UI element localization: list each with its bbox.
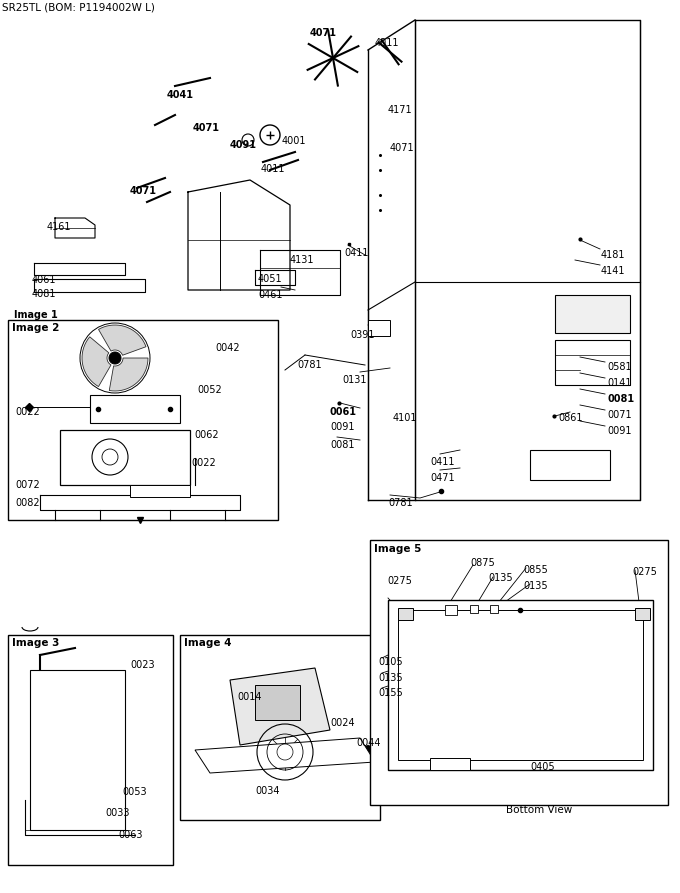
Text: 0022: 0022 — [15, 407, 39, 417]
Text: 0014: 0014 — [237, 692, 262, 702]
Text: 0091: 0091 — [330, 422, 354, 432]
Bar — [90, 395, 180, 423]
Bar — [430, 758, 470, 770]
Bar — [635, 608, 650, 620]
Text: 0411: 0411 — [430, 457, 454, 467]
Text: 0063: 0063 — [118, 830, 143, 840]
Text: 0081: 0081 — [330, 440, 354, 450]
Text: 0105: 0105 — [378, 657, 403, 667]
Text: 0275: 0275 — [387, 576, 412, 586]
Text: 4041: 4041 — [167, 90, 194, 100]
Bar — [255, 685, 300, 720]
Text: 4001: 4001 — [282, 136, 307, 146]
Bar — [30, 670, 125, 830]
Bar — [388, 600, 653, 770]
Text: Image 1: Image 1 — [14, 310, 58, 320]
Text: 0135: 0135 — [488, 573, 513, 583]
Text: 0781: 0781 — [388, 498, 413, 508]
Text: 4051: 4051 — [258, 274, 283, 284]
Text: 4171: 4171 — [388, 105, 413, 115]
Polygon shape — [109, 358, 148, 391]
Bar — [490, 605, 498, 613]
Circle shape — [109, 352, 121, 364]
Text: 4141: 4141 — [601, 266, 626, 276]
Bar — [530, 450, 610, 480]
Bar — [60, 430, 190, 485]
Bar — [555, 295, 630, 333]
Bar — [470, 605, 478, 613]
Text: 0053: 0053 — [122, 787, 147, 797]
Text: Image 5: Image 5 — [374, 544, 422, 554]
Text: 0071: 0071 — [607, 410, 632, 420]
Text: 4081: 4081 — [32, 289, 56, 299]
Polygon shape — [99, 325, 146, 355]
Text: SR25TL (BOM: P1194002W L): SR25TL (BOM: P1194002W L) — [2, 2, 155, 12]
Text: 0072: 0072 — [15, 480, 39, 490]
Text: 0141: 0141 — [607, 378, 632, 388]
Text: 0061: 0061 — [330, 407, 357, 417]
Text: 0033: 0033 — [105, 808, 129, 818]
Text: Image 2: Image 2 — [12, 323, 59, 333]
Text: 0052: 0052 — [197, 385, 222, 395]
Text: 4061: 4061 — [32, 275, 56, 285]
Bar — [8, 320, 278, 520]
Bar — [398, 608, 413, 620]
Text: 0023: 0023 — [130, 660, 154, 670]
Text: 4071: 4071 — [390, 143, 415, 153]
Text: 0082: 0082 — [15, 498, 39, 508]
Text: 0155: 0155 — [378, 688, 403, 698]
Bar — [398, 610, 643, 760]
Text: 0875: 0875 — [470, 558, 495, 568]
Bar — [555, 340, 630, 385]
Bar — [180, 635, 380, 820]
Text: 4071: 4071 — [310, 28, 337, 38]
Text: 0391: 0391 — [350, 330, 375, 340]
Bar — [445, 605, 457, 615]
Text: 0781: 0781 — [297, 360, 322, 370]
Text: 0022: 0022 — [191, 458, 216, 468]
Text: 0275: 0275 — [632, 567, 657, 577]
Text: 0581: 0581 — [607, 362, 632, 372]
Text: 0044: 0044 — [356, 738, 381, 748]
Text: 4071: 4071 — [193, 123, 220, 133]
Text: 0411: 0411 — [344, 248, 369, 258]
Text: 0461: 0461 — [258, 290, 282, 300]
Text: 0062: 0062 — [194, 430, 219, 440]
Text: 0131: 0131 — [342, 375, 367, 385]
Polygon shape — [230, 668, 330, 745]
Text: 0091: 0091 — [607, 426, 632, 436]
Text: 0034: 0034 — [255, 786, 279, 796]
Text: 0855: 0855 — [523, 565, 548, 575]
Text: Image 4: Image 4 — [184, 638, 231, 648]
Text: 4181: 4181 — [601, 250, 626, 260]
Text: 0135: 0135 — [378, 673, 403, 683]
Text: 0081: 0081 — [607, 394, 634, 404]
Text: 4011: 4011 — [375, 38, 400, 48]
Text: Bottom View: Bottom View — [506, 805, 573, 815]
Text: 0405: 0405 — [530, 762, 555, 772]
Bar — [368, 320, 390, 336]
Bar — [8, 635, 173, 865]
Polygon shape — [195, 738, 375, 773]
Text: 4011: 4011 — [261, 164, 286, 174]
Bar — [370, 540, 668, 805]
Text: 4091: 4091 — [230, 140, 257, 150]
Text: 0471: 0471 — [430, 473, 455, 483]
Text: 0135: 0135 — [523, 581, 547, 591]
Text: 0042: 0042 — [215, 343, 239, 353]
Text: 4071: 4071 — [130, 186, 157, 196]
Text: 0024: 0024 — [330, 718, 355, 728]
Polygon shape — [82, 337, 111, 387]
Bar — [130, 485, 190, 497]
Text: 0861: 0861 — [558, 413, 583, 423]
Text: 4161: 4161 — [47, 222, 71, 232]
Text: 4131: 4131 — [290, 255, 314, 265]
Text: Image 3: Image 3 — [12, 638, 59, 648]
Text: 4101: 4101 — [393, 413, 418, 423]
